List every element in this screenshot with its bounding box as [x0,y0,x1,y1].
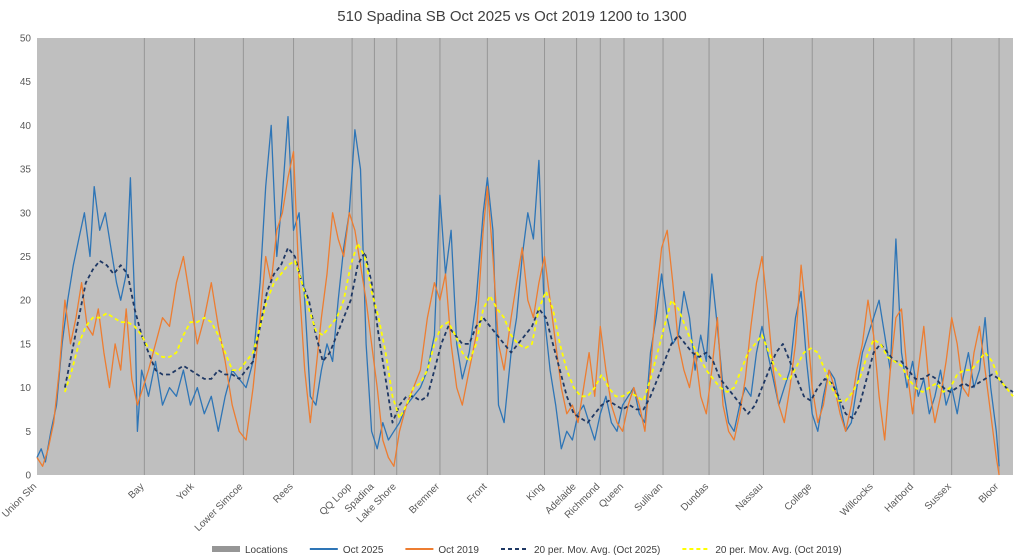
x-tick-label-13: Queen [597,481,626,510]
legend-label-1: Oct 2025 [343,545,384,556]
chart-title: 510 Spadina SB Oct 2025 vs Oct 2019 1200… [337,8,686,25]
y-tick-label-9: 45 [20,77,32,88]
x-tick-label-4: Rees [271,481,295,505]
y-tick-label-8: 40 [20,121,32,132]
x-tick-label-20: Sussex [923,481,954,512]
series-line-3 [64,242,1014,420]
x-tick-label-16: Nassau [734,481,766,513]
y-tick-label-7: 35 [20,165,32,176]
x-tick-label-14: Sullivan [633,481,666,514]
series-line-2 [64,246,1014,424]
series-layer [36,116,1014,476]
x-tick-label-19: Harbord [883,481,916,514]
y-tick-label-10: 50 [20,34,32,45]
legend-label-3: 20 per. Mov. Avg. (Oct 2025) [534,545,660,556]
y-axis: 0 5 10 15 20 25 30 35 40 45 50 [20,34,32,482]
x-tick-label-15: Dundas [679,481,711,513]
y-tick-label-2: 10 [20,383,32,394]
series-line-1 [36,150,1000,476]
legend-label-4: 20 per. Mov. Avg. (Oct 2019) [715,545,841,556]
x-tick-label-1: Bay [127,481,147,501]
x-tick-label-0: Union Stn [0,481,39,520]
x-tick-label-2: York [175,481,197,503]
x-tick-label-10: King [525,481,547,503]
legend-swatch-0 [212,546,240,552]
x-tick-label-21: Bloor [977,481,1002,506]
y-tick-label-4: 20 [20,296,32,307]
legend-label-2: Oct 2019 [438,545,479,556]
plot-area [37,38,1013,475]
x-tick-label-18: Willcocks [838,481,875,518]
y-tick-label-6: 30 [20,208,32,219]
y-tick-label-3: 15 [20,339,32,350]
x-tick-label-8: Bremner [407,481,442,516]
y-tick-label-5: 25 [20,252,32,263]
legend: Locations Oct 2025 Oct 2019 20 per. Mov. Av… [212,545,842,556]
x-tick-label-9: Front [465,481,489,505]
y-tick-label-0: 0 [25,471,31,482]
legend-label-0: Locations [245,545,288,556]
y-tick-label-1: 5 [25,427,31,438]
x-tick-label-3: Lower Simcoe [193,481,246,534]
x-tick-label-17: College [783,481,815,513]
